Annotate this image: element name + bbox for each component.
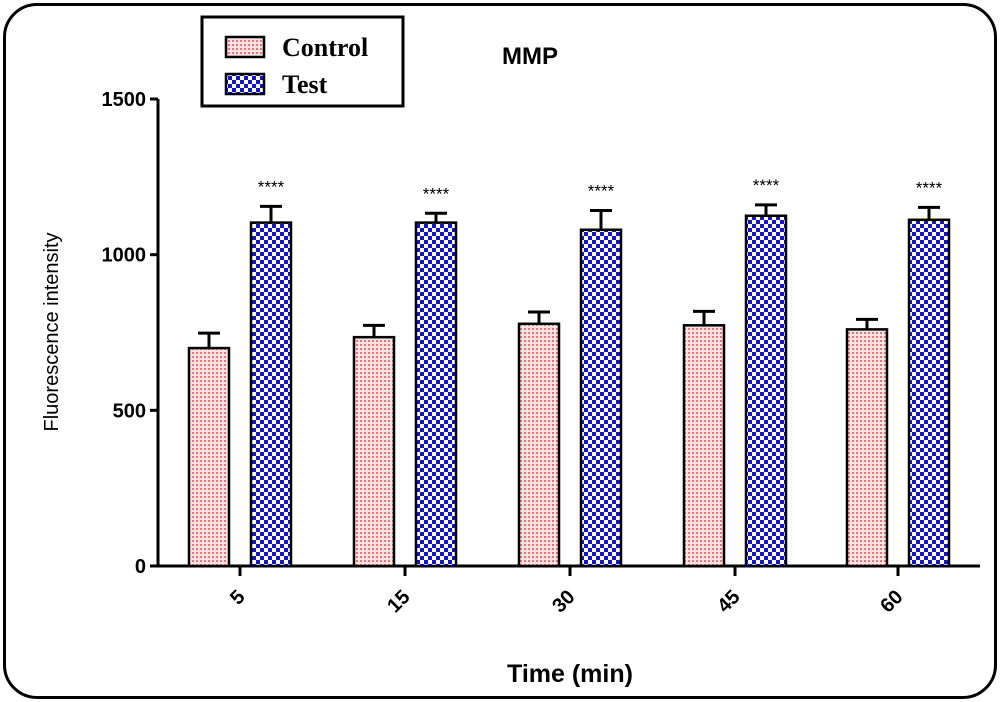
x-tick-label: 45 (713, 586, 744, 617)
bar-test (249, 221, 293, 568)
bar-control (352, 335, 396, 568)
significance-label: **** (423, 184, 450, 203)
y-tick-label: 1500 (102, 89, 147, 111)
legend-label-control: Control (282, 33, 368, 62)
x-tick-label: 15 (383, 586, 414, 617)
legend: Control Test (200, 15, 405, 108)
bar-control (682, 324, 726, 568)
bar-test (907, 218, 951, 568)
bar-test (744, 214, 788, 568)
bar-control (517, 322, 561, 568)
x-tick-label: 30 (548, 586, 579, 617)
x-tick-label: 60 (876, 586, 907, 617)
legend-swatch-control (224, 35, 266, 59)
significance-label: **** (588, 181, 615, 200)
bar-test (579, 228, 623, 568)
chart-frame (3, 3, 997, 699)
significance-label: **** (753, 176, 780, 195)
y-tick-label: 0 (135, 556, 146, 578)
y-tick-label: 1000 (102, 245, 147, 267)
bar-control (187, 346, 231, 568)
bar-control (845, 328, 889, 568)
significance-label: **** (916, 178, 943, 197)
y-tick-label: 500 (113, 400, 146, 422)
significance-label: **** (258, 177, 285, 196)
legend-swatch-test (224, 72, 266, 96)
legend-label-test: Test (282, 70, 328, 99)
plot-area: 0 500 1000 1500 5 15 30 45 60 **** **** **** **** ***… (102, 89, 980, 617)
bar-test (414, 221, 458, 568)
x-tick-label: 5 (226, 586, 249, 609)
y-axis-title: Fluorescence intensity (41, 233, 63, 432)
x-axis-title: Time (min) (507, 660, 633, 688)
chart-title: MMP (502, 43, 558, 70)
